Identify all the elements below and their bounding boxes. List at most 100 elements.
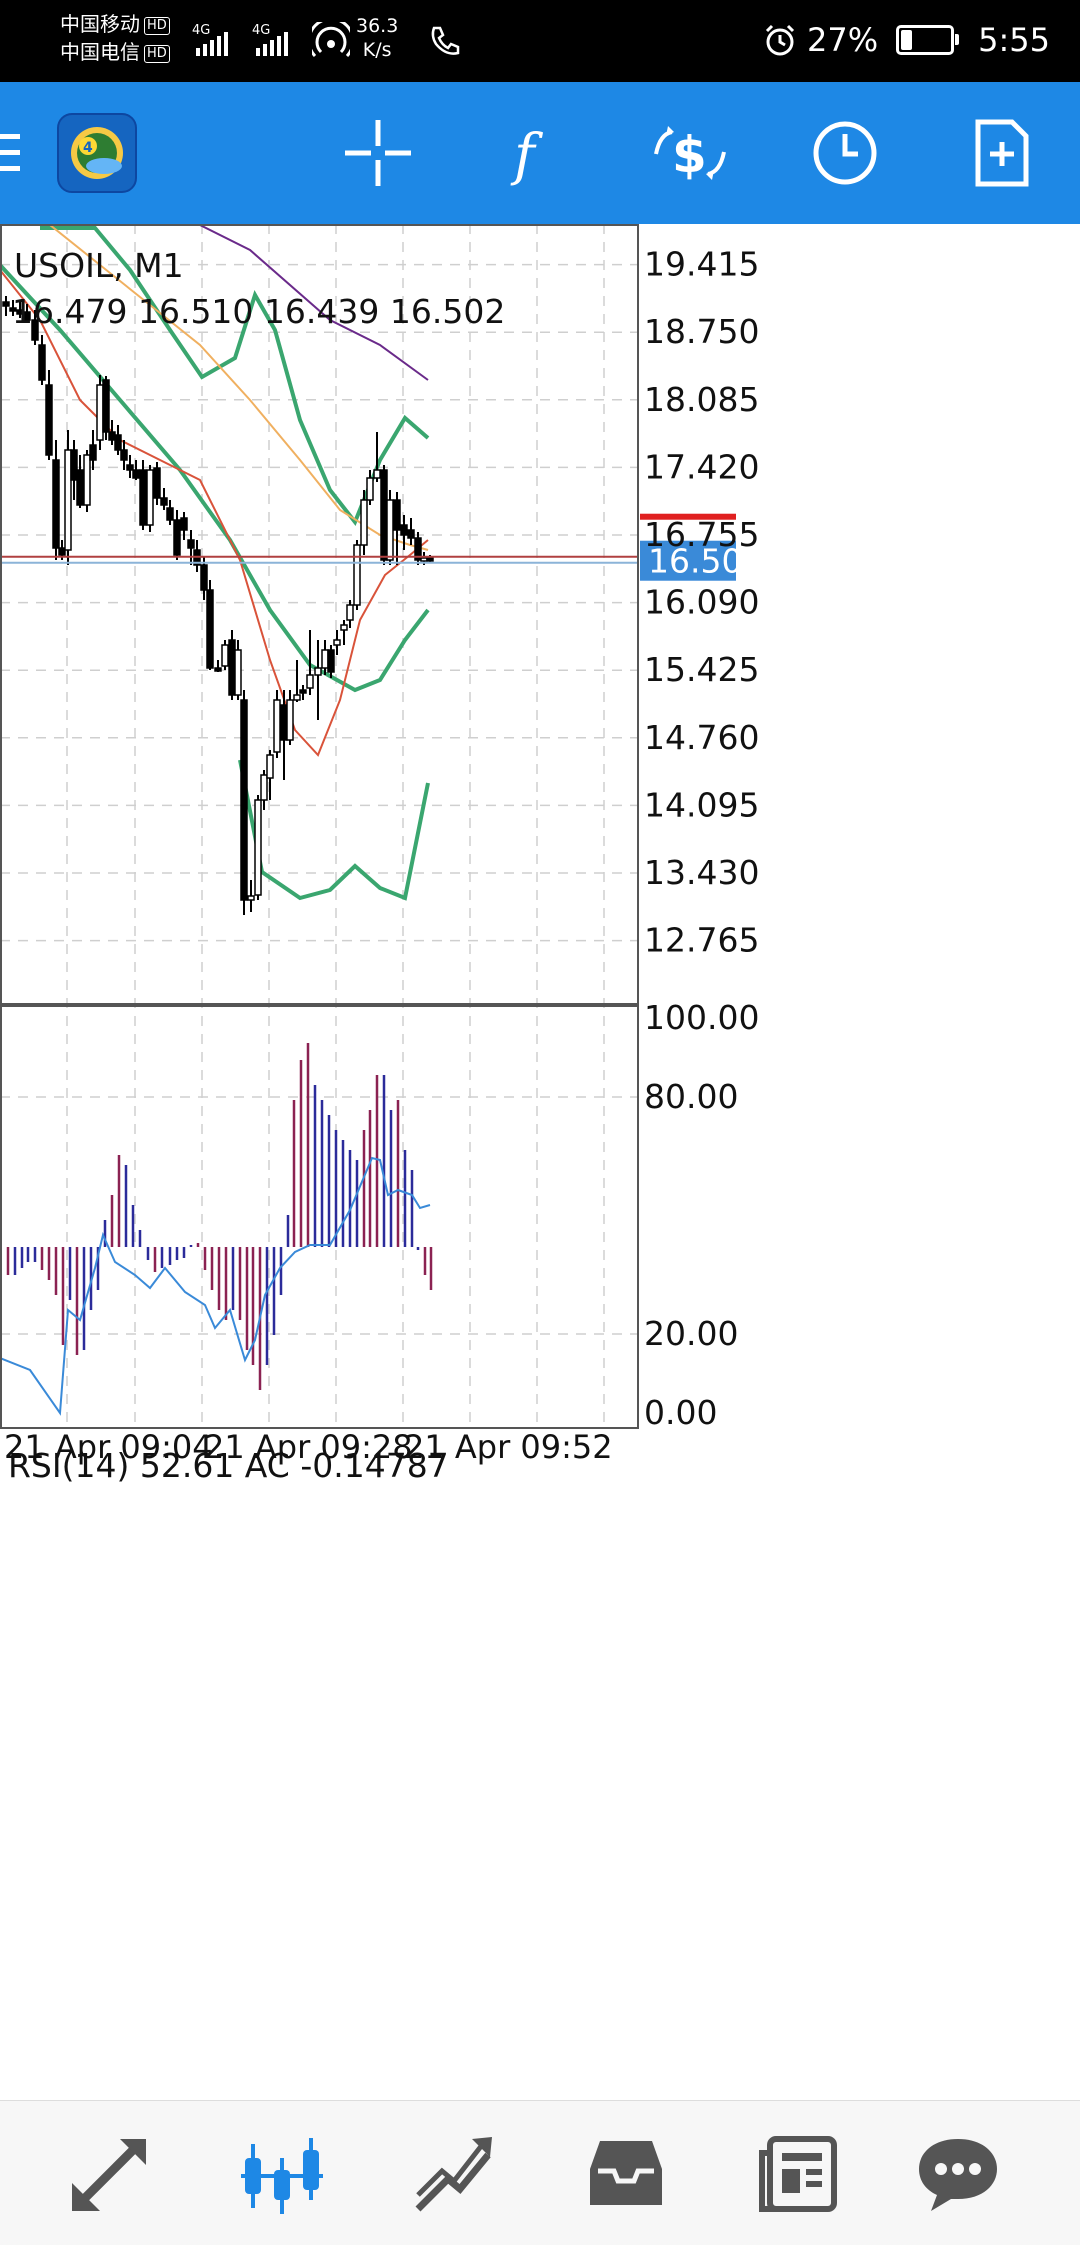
news-icon — [759, 2136, 837, 2212]
candle-body — [286, 699, 294, 741]
trade-icon — [415, 2137, 492, 2212]
nav-news[interactable] — [738, 2101, 858, 2245]
menu-icon — [0, 134, 20, 171]
price-tick-label: 18.085 — [644, 380, 759, 419]
carrier-2: 中国电信 — [60, 40, 140, 64]
new-document-icon — [975, 119, 1029, 187]
timeframe-button[interactable] — [790, 82, 900, 224]
nav-trade[interactable] — [394, 2101, 514, 2245]
history-icon — [590, 2141, 662, 2205]
candle-body — [353, 544, 361, 606]
bottom-navigation — [0, 2100, 1080, 2245]
price-tick-label: 16.755 — [644, 515, 759, 554]
candle-body — [333, 639, 341, 646]
candle-body — [70, 449, 78, 481]
candle-body — [214, 667, 222, 672]
carrier-info: 中国移动 HD 中国电信 HD — [60, 10, 170, 66]
candle-body — [64, 449, 72, 551]
candle-body — [400, 524, 408, 536]
menu-button[interactable] — [0, 82, 40, 224]
candle-body — [346, 604, 354, 621]
current-price-label: 16.502 — [648, 542, 763, 581]
hotspot-icon — [312, 22, 350, 58]
candle-body — [9, 307, 17, 312]
chart-area[interactable]: 16.502 20.08019.41518.75018.08517.42016.… — [0, 224, 1080, 2104]
clock-time: 5:55 — [978, 21, 1050, 59]
nav-history[interactable] — [566, 2101, 686, 2245]
nav-quotes[interactable] — [50, 2101, 170, 2245]
candle-body — [414, 537, 422, 561]
price-tick-label: 19.415 — [644, 245, 759, 284]
candle-body — [52, 459, 60, 549]
current-price-box — [640, 540, 736, 581]
nav-chart[interactable] — [222, 2101, 342, 2245]
battery-icon — [896, 25, 960, 55]
candle-body — [299, 689, 307, 694]
candle-body — [58, 547, 66, 556]
candle-body — [31, 319, 39, 341]
candle-body — [234, 649, 242, 696]
candle-body — [102, 379, 110, 433]
network-speed: 36.3 K/s — [356, 15, 399, 61]
candle-body — [373, 469, 381, 479]
candle-body — [23, 311, 31, 321]
candle-body — [240, 699, 248, 901]
candle-body — [153, 467, 161, 499]
crosshair-button[interactable] — [323, 82, 433, 224]
candle-body — [327, 649, 335, 673]
chat-icon — [919, 2139, 997, 2211]
symbol-label: USOIL, M1 — [14, 246, 184, 285]
indicator-tick-label: 80.00 — [644, 1077, 738, 1116]
hd-call-icon — [431, 26, 460, 55]
candle-body — [180, 517, 188, 531]
candle-body — [393, 499, 401, 531]
candle-body — [83, 454, 91, 506]
candle-body — [228, 639, 236, 696]
time-axis-label: 21 Apr 09:28 — [204, 1428, 413, 1466]
candle-body — [139, 469, 147, 526]
price-tick-label: 13.430 — [644, 853, 759, 892]
svg-text:4G: 4G — [252, 23, 270, 38]
candle-body — [420, 557, 428, 562]
time-axis-label: 21 Apr 09:04 — [4, 1428, 213, 1466]
candle-body — [126, 464, 134, 471]
indicators-button[interactable]: f — [478, 82, 588, 224]
candle-body — [273, 699, 281, 753]
signal-icon: 4G 4G — [192, 23, 288, 56]
candle-body — [132, 469, 140, 479]
price-chart[interactable]: 16.502 20.08019.41518.75018.08517.42016.… — [0, 224, 1080, 2104]
candle-body — [160, 497, 168, 506]
nav-chat[interactable] — [898, 2101, 1018, 2245]
candle-body — [16, 309, 24, 315]
price-tick-label: 14.095 — [644, 785, 759, 824]
candle-body — [2, 301, 10, 307]
price-tick-label: 15.425 — [644, 650, 759, 689]
svg-text:f: f — [510, 123, 544, 188]
carrier-1: 中国移动 — [60, 12, 140, 36]
main-chart-frame — [0, 224, 639, 1005]
time-axis-label: 21 Apr 09:52 — [404, 1428, 613, 1466]
candle-body — [360, 499, 368, 546]
candle-body — [114, 434, 122, 451]
ask-price-marker — [640, 513, 736, 520]
indicator-tick-label: 100.00 — [644, 998, 759, 1037]
new-order-button[interactable]: $ — [635, 82, 745, 224]
indicator-label: RSI(14) 52.61 AC -0.14787 — [8, 1446, 449, 1485]
price-tick-label: 14.760 — [644, 718, 759, 757]
candle-body — [38, 344, 46, 381]
app-logo-button[interactable]: 4 — [42, 82, 152, 224]
candle-body — [366, 477, 374, 501]
price-tick-label: 12.765 — [644, 921, 759, 960]
ma-fast-line — [0, 269, 429, 757]
indicator-tick-label: 0.00 — [644, 1393, 717, 1432]
templates-button[interactable] — [946, 82, 1056, 224]
candle-body — [407, 529, 415, 539]
trade-icon: $ — [654, 126, 726, 184]
price-tick-label: 18.750 — [644, 312, 759, 351]
candle-body — [260, 774, 268, 801]
candle-body — [280, 704, 288, 741]
svg-text:4G: 4G — [192, 23, 210, 38]
status-bar: 中国移动 HD 中国电信 HD 4G 4G 36.3 K/s 27% 5:55 — [0, 0, 1080, 82]
alarm-icon — [765, 24, 795, 56]
rsi-line — [0, 1156, 431, 1416]
